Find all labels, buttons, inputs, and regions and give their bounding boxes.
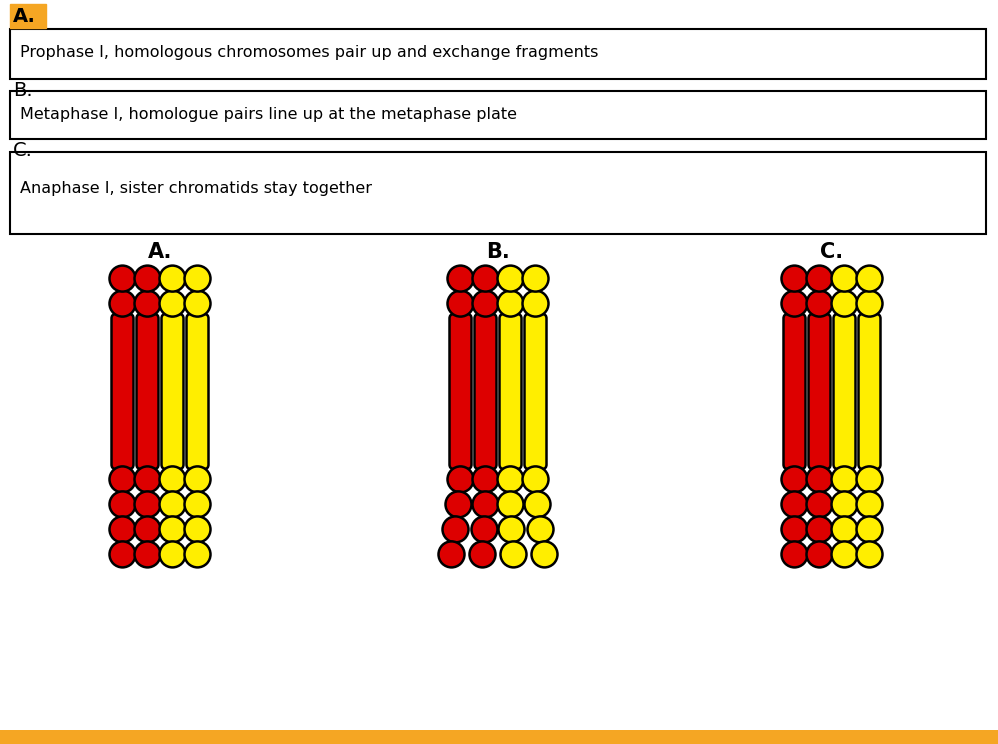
Circle shape <box>831 542 857 568</box>
Circle shape <box>185 542 211 568</box>
Circle shape <box>528 516 554 542</box>
FancyBboxPatch shape <box>162 314 184 469</box>
Circle shape <box>469 542 495 568</box>
Text: Anaphase I, sister chromatids stay together: Anaphase I, sister chromatids stay toget… <box>20 182 372 196</box>
Circle shape <box>135 466 161 493</box>
Circle shape <box>856 466 882 493</box>
Circle shape <box>447 266 473 292</box>
Circle shape <box>806 291 832 317</box>
Circle shape <box>856 291 882 317</box>
Text: B.: B. <box>486 242 510 262</box>
Circle shape <box>447 291 473 317</box>
Text: A.: A. <box>13 7 36 25</box>
Bar <box>10 91 986 139</box>
Circle shape <box>523 266 549 292</box>
Circle shape <box>442 516 468 542</box>
Circle shape <box>532 542 558 568</box>
Circle shape <box>160 291 186 317</box>
FancyBboxPatch shape <box>112 314 134 469</box>
Circle shape <box>831 491 857 517</box>
FancyBboxPatch shape <box>137 314 159 469</box>
Circle shape <box>831 291 857 317</box>
Circle shape <box>806 542 832 568</box>
Circle shape <box>498 516 525 542</box>
Circle shape <box>781 516 807 542</box>
Circle shape <box>856 266 882 292</box>
Circle shape <box>160 542 186 568</box>
FancyBboxPatch shape <box>474 314 496 469</box>
Circle shape <box>497 466 524 493</box>
Circle shape <box>185 516 211 542</box>
Circle shape <box>472 466 498 493</box>
FancyBboxPatch shape <box>783 314 805 469</box>
Circle shape <box>831 466 857 493</box>
Bar <box>10 152 986 234</box>
Circle shape <box>438 542 464 568</box>
Circle shape <box>135 491 161 517</box>
Circle shape <box>471 516 497 542</box>
Circle shape <box>781 491 807 517</box>
Circle shape <box>781 291 807 317</box>
Circle shape <box>856 491 882 517</box>
Circle shape <box>806 491 832 517</box>
Circle shape <box>501 542 527 568</box>
Text: C.: C. <box>820 242 843 262</box>
Circle shape <box>781 542 807 568</box>
Bar <box>10 29 986 79</box>
Circle shape <box>160 491 186 517</box>
Circle shape <box>185 266 211 292</box>
Circle shape <box>160 516 186 542</box>
Circle shape <box>135 542 161 568</box>
Circle shape <box>472 291 498 317</box>
Text: A.: A. <box>148 242 173 262</box>
Text: B.: B. <box>13 80 33 100</box>
FancyBboxPatch shape <box>449 314 471 469</box>
Circle shape <box>110 516 136 542</box>
Circle shape <box>806 266 832 292</box>
Circle shape <box>497 266 524 292</box>
Circle shape <box>135 291 161 317</box>
Circle shape <box>525 491 551 517</box>
Circle shape <box>185 491 211 517</box>
Circle shape <box>806 516 832 542</box>
FancyBboxPatch shape <box>833 314 855 469</box>
FancyBboxPatch shape <box>808 314 830 469</box>
Bar <box>0 730 998 744</box>
Text: C.: C. <box>13 141 33 159</box>
Circle shape <box>856 542 882 568</box>
FancyBboxPatch shape <box>525 314 547 469</box>
Circle shape <box>135 516 161 542</box>
Circle shape <box>831 516 857 542</box>
Circle shape <box>523 291 549 317</box>
Circle shape <box>110 542 136 568</box>
Circle shape <box>160 466 186 493</box>
Circle shape <box>110 291 136 317</box>
Circle shape <box>472 266 498 292</box>
Circle shape <box>185 466 211 493</box>
Circle shape <box>781 466 807 493</box>
Circle shape <box>497 491 524 517</box>
Circle shape <box>110 266 136 292</box>
Circle shape <box>781 266 807 292</box>
FancyBboxPatch shape <box>500 314 522 469</box>
Circle shape <box>856 516 882 542</box>
Circle shape <box>135 266 161 292</box>
Circle shape <box>160 266 186 292</box>
Circle shape <box>110 466 136 493</box>
FancyBboxPatch shape <box>187 314 209 469</box>
Circle shape <box>523 466 549 493</box>
Text: Prophase I, homologous chromosomes pair up and exchange fragments: Prophase I, homologous chromosomes pair … <box>20 45 599 60</box>
Circle shape <box>185 291 211 317</box>
Circle shape <box>472 491 498 517</box>
Circle shape <box>447 466 473 493</box>
Text: Metaphase I, homologue pairs line up at the metaphase plate: Metaphase I, homologue pairs line up at … <box>20 106 517 121</box>
Circle shape <box>806 466 832 493</box>
Circle shape <box>110 491 136 517</box>
Circle shape <box>497 291 524 317</box>
Circle shape <box>831 266 857 292</box>
FancyBboxPatch shape <box>858 314 880 469</box>
FancyBboxPatch shape <box>10 4 46 28</box>
Circle shape <box>445 491 471 517</box>
